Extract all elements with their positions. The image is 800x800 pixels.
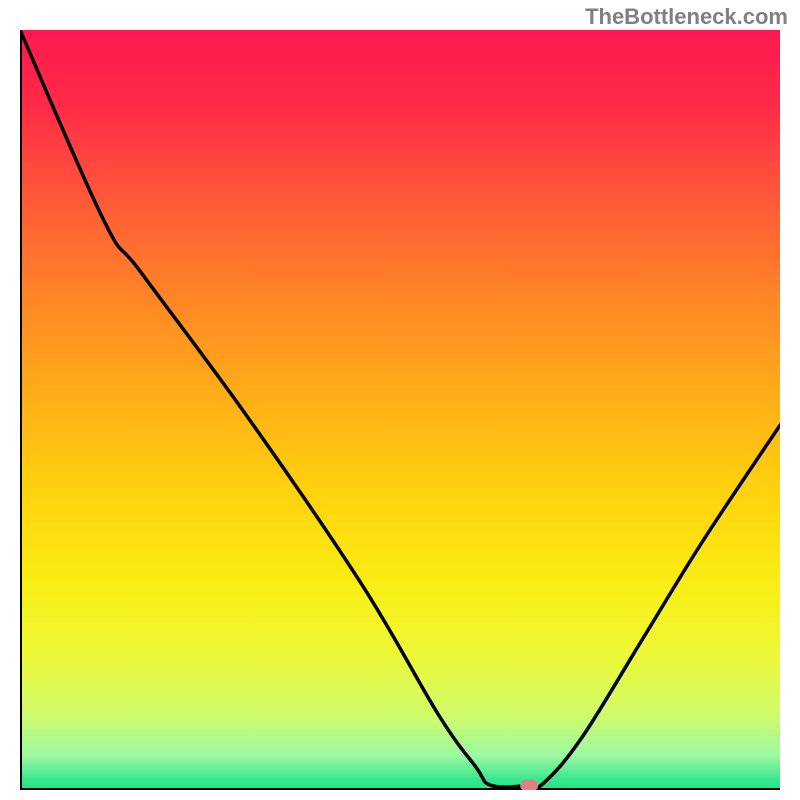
chart-background xyxy=(20,30,780,790)
chart-plot-area xyxy=(20,30,780,790)
watermark-text: TheBottleneck.com xyxy=(585,4,788,30)
optimal-point-marker xyxy=(520,779,538,790)
